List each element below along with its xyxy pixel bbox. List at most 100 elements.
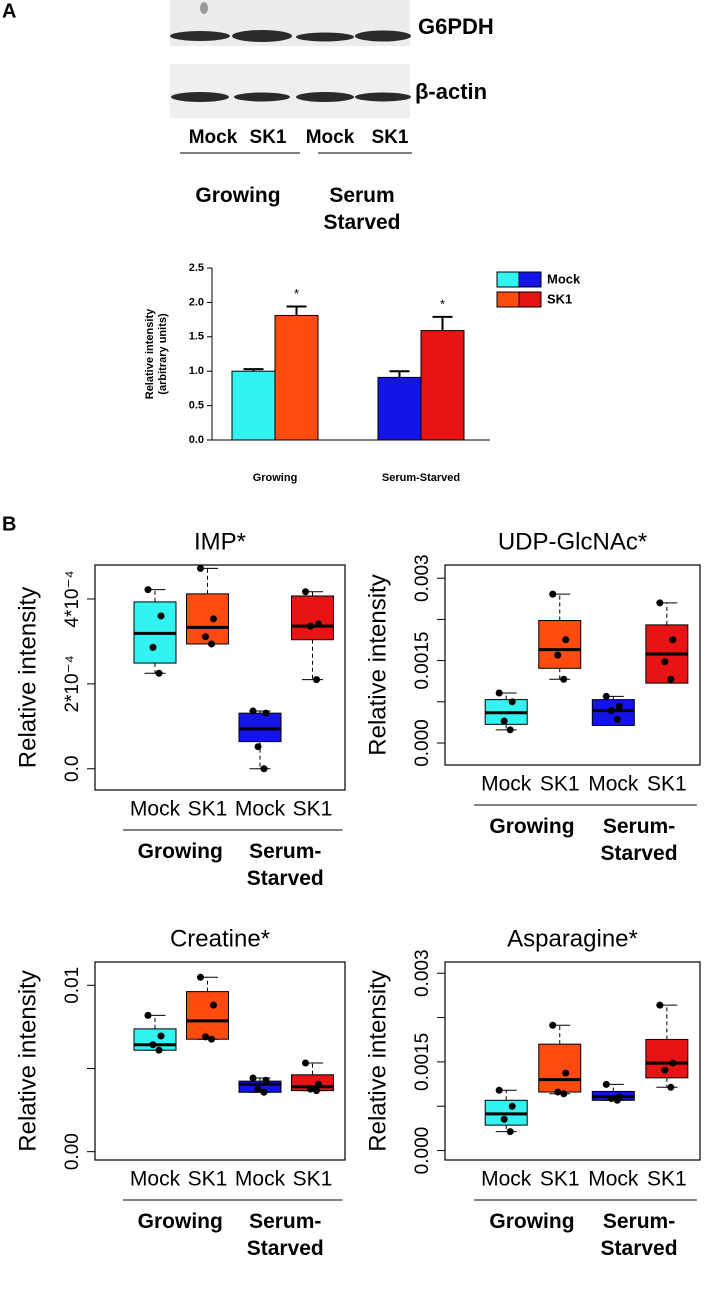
data-point bbox=[262, 709, 270, 717]
y-axis-label: (arbitrary units) bbox=[157, 313, 169, 395]
x-tick-label: Mock bbox=[130, 798, 181, 821]
data-point bbox=[562, 1069, 570, 1077]
box bbox=[291, 595, 334, 641]
group-label: Growing bbox=[489, 815, 575, 838]
data-point bbox=[262, 1076, 270, 1084]
y-tick-label: 2.5 bbox=[189, 262, 204, 274]
group-label: Serum-Starved bbox=[246, 840, 324, 890]
data-point bbox=[508, 1102, 516, 1110]
data-point bbox=[149, 1041, 157, 1049]
y-tick-label: 0.5 bbox=[189, 400, 204, 412]
y-tick-label: 1.5 bbox=[189, 331, 204, 343]
data-point bbox=[506, 1128, 514, 1136]
x-tick-label: Growing bbox=[253, 472, 298, 484]
significance-marker: * bbox=[294, 286, 299, 301]
y-axis-label: Relative intensity bbox=[14, 587, 41, 768]
blot-bands bbox=[170, 2, 411, 102]
y-axis-label: Relative intensity bbox=[364, 970, 391, 1151]
x-tick-label: SK1 bbox=[647, 1168, 687, 1191]
data-point bbox=[197, 564, 204, 572]
data-point bbox=[667, 675, 675, 683]
significance-marker: * bbox=[440, 296, 445, 311]
data-point bbox=[208, 1035, 215, 1043]
y-axis-label: Relative intensity bbox=[14, 970, 41, 1151]
x-tick-label: SK1 bbox=[293, 1168, 333, 1191]
data-point bbox=[500, 1115, 508, 1123]
data-point bbox=[202, 633, 209, 641]
plot-frame bbox=[444, 961, 701, 1161]
data-point bbox=[549, 590, 557, 598]
panel-label: B bbox=[2, 513, 16, 535]
y-tick-label: 0.003 bbox=[412, 949, 433, 997]
data-point bbox=[669, 1059, 677, 1067]
data-point bbox=[500, 717, 508, 725]
lane-label: Mock bbox=[189, 127, 238, 148]
data-point bbox=[208, 640, 215, 648]
group-label: Serum-Starved bbox=[246, 1210, 324, 1260]
data-point bbox=[549, 1021, 557, 1029]
data-point bbox=[302, 1059, 309, 1067]
x-tick-label: SK1 bbox=[540, 773, 580, 796]
group-label: Serum-Starved bbox=[600, 1210, 678, 1260]
band-label: β-actin bbox=[415, 79, 487, 104]
y-tick-label: 0.000 bbox=[412, 1127, 433, 1175]
x-tick-label: Mock bbox=[588, 773, 639, 796]
legend-swatch bbox=[518, 271, 542, 288]
plot-frame bbox=[94, 564, 346, 791]
data-point bbox=[615, 702, 623, 710]
y-tick-label: 2*10⁻⁴ bbox=[62, 655, 83, 712]
x-tick-label: Mock bbox=[130, 1168, 181, 1191]
group-label: Growing bbox=[489, 1210, 575, 1233]
legend-swatch bbox=[518, 291, 542, 308]
data-point bbox=[307, 1085, 314, 1093]
data-point bbox=[554, 651, 562, 659]
data-point bbox=[210, 1001, 217, 1009]
panel-label: A bbox=[2, 0, 16, 22]
error-bar bbox=[432, 315, 453, 331]
group-label: Growing bbox=[137, 840, 223, 863]
data-point bbox=[157, 1032, 165, 1040]
data-point bbox=[249, 707, 257, 715]
data-point bbox=[254, 1085, 262, 1093]
box bbox=[538, 1043, 582, 1093]
data-point bbox=[315, 1080, 322, 1088]
y-tick-label: 2.0 bbox=[189, 296, 204, 308]
data-point bbox=[560, 1090, 568, 1098]
data-point bbox=[315, 620, 322, 628]
lane-group-label: Serum Starved bbox=[323, 184, 401, 234]
data-point bbox=[249, 1074, 257, 1082]
x-tick-label: SK1 bbox=[540, 1168, 580, 1191]
band-label: G6PDH bbox=[418, 14, 494, 39]
x-tick-label: SK1 bbox=[647, 773, 687, 796]
data-point bbox=[197, 973, 204, 981]
data-point bbox=[607, 707, 615, 715]
box bbox=[538, 619, 582, 669]
x-tick-label: SK1 bbox=[188, 798, 228, 821]
legend-label: SK1 bbox=[547, 291, 572, 306]
y-tick-label: 0.0015 bbox=[412, 1033, 433, 1091]
legend-label: Mock bbox=[547, 271, 581, 286]
error-bar bbox=[286, 305, 307, 316]
legend-swatch bbox=[496, 271, 520, 288]
data-point bbox=[560, 675, 568, 683]
data-point bbox=[313, 1087, 320, 1095]
data-point bbox=[144, 1011, 152, 1019]
data-point bbox=[506, 726, 514, 734]
y-tick-label: 0.01 bbox=[62, 967, 83, 1004]
data-point bbox=[202, 1033, 209, 1041]
data-point bbox=[307, 622, 314, 630]
data-point bbox=[495, 689, 503, 697]
legend-swatch bbox=[496, 291, 520, 308]
data-point bbox=[613, 1096, 621, 1104]
y-tick-label: 0.000 bbox=[412, 719, 433, 767]
y-tick-label: 0.003 bbox=[412, 554, 433, 602]
x-tick-label: Mock bbox=[235, 1168, 286, 1191]
x-tick-label: Mock bbox=[588, 1168, 639, 1191]
data-point bbox=[661, 1066, 669, 1074]
box bbox=[591, 699, 635, 726]
y-tick-label: 0.0 bbox=[189, 434, 204, 446]
data-point bbox=[254, 743, 262, 751]
x-tick-label: Mock bbox=[481, 1168, 532, 1191]
x-tick-label: Mock bbox=[481, 773, 532, 796]
